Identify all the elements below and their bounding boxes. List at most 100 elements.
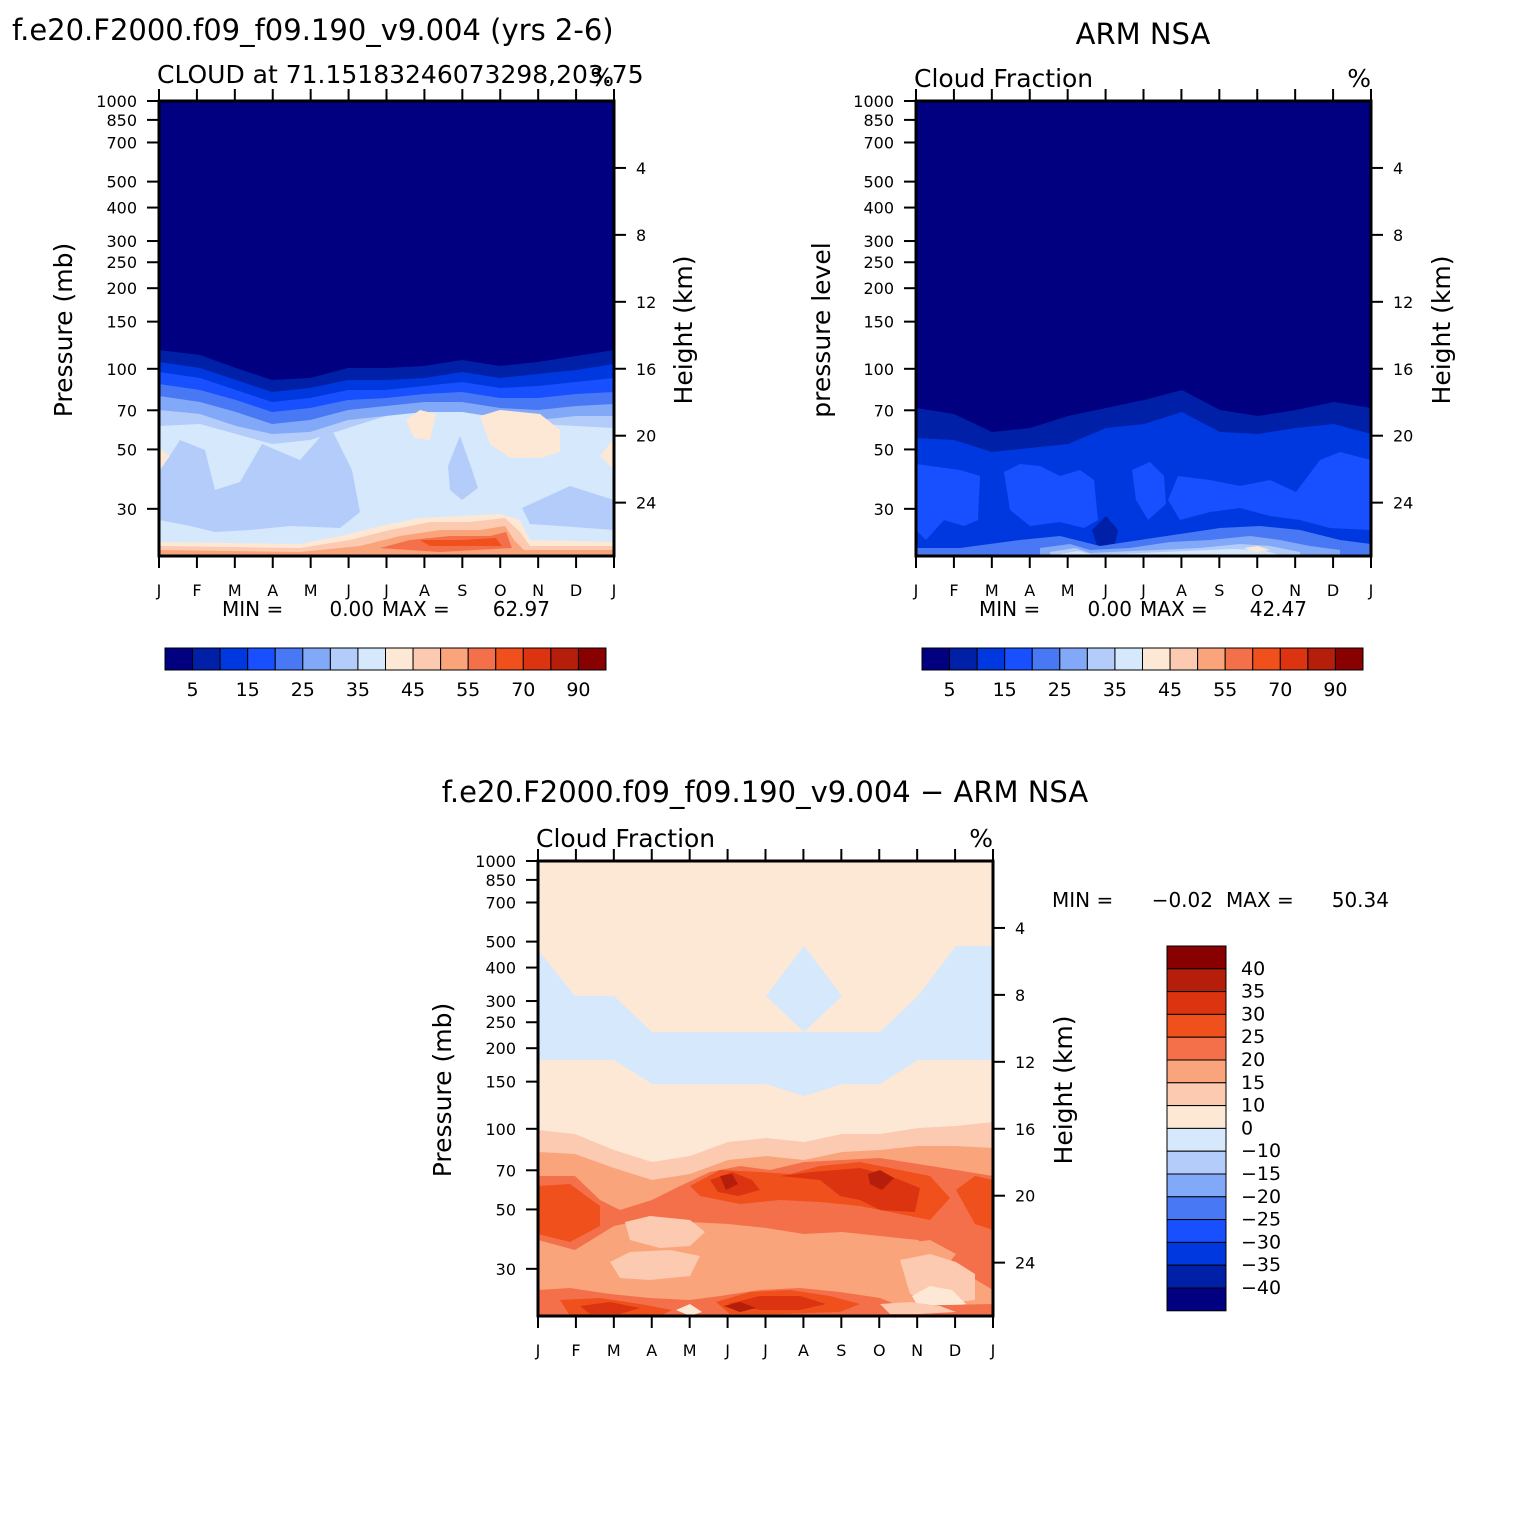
obs-pressure-tick-label: 50 <box>874 440 894 459</box>
obs-month-label: M <box>985 581 999 600</box>
model-pressure-tick-label: 1000 <box>96 92 137 111</box>
obs-units: % <box>1347 64 1371 93</box>
obs-y2-axis-label: Height (km) <box>1427 256 1456 405</box>
diff-month-label: D <box>949 1341 961 1360</box>
model-colorbar-box <box>550 647 579 671</box>
obs-min-value: 0.00 <box>1087 597 1132 621</box>
obs-month-label: J <box>1140 581 1146 600</box>
obs-region-35-40 <box>1060 549 1280 556</box>
obs-month-label: A <box>1024 581 1035 600</box>
model-region-40-45-jul <box>406 410 436 440</box>
obs-region-15-20-c <box>1132 462 1166 520</box>
model-pressure-tick-label: 400 <box>106 199 137 218</box>
diff-height-tick-label: 8 <box>1015 986 1025 1005</box>
diff-y-axis-label: Pressure (mb) <box>428 1003 457 1177</box>
diff-region-neg10-0 <box>538 946 993 1096</box>
diff-colorbar-box <box>1166 1241 1227 1266</box>
model-colorbar-label: 45 <box>401 679 425 701</box>
obs-height-tick-label: 12 <box>1393 293 1413 312</box>
obs-pressure-tick-label: 300 <box>863 232 894 251</box>
diff-pressure-tick-label: 50 <box>496 1200 516 1219</box>
diff-max-label: MAX = <box>1226 888 1294 912</box>
obs-region-15-20-b <box>1004 464 1098 528</box>
obs-colorbar-label: 35 <box>1103 679 1127 701</box>
obs-region-10-15-pocket-jun <box>1092 516 1118 548</box>
diff-colorbar-label: −20 <box>1241 1186 1281 1208</box>
diff-month-label: A <box>798 1341 809 1360</box>
obs-month-label: J <box>913 581 919 600</box>
obs-height-tick-label: 16 <box>1393 360 1413 379</box>
model-pressure-tick-label: 700 <box>106 133 137 152</box>
diff-month-label: J <box>990 1341 996 1360</box>
diff-region-0-10-low <box>676 1304 702 1316</box>
diff-min-label: MIN = <box>1052 888 1113 912</box>
model-max-value: 62.97 <box>493 597 550 621</box>
diff-region-neg10-0-diamond <box>766 946 842 1032</box>
model-pressure-tick-label: 50 <box>117 440 137 459</box>
obs-y-axis-label: pressure level <box>807 242 836 417</box>
diff-colorbar-label: −40 <box>1241 1277 1281 1299</box>
diff-month-label: O <box>873 1341 886 1360</box>
obs-pressure-tick-label: 150 <box>863 313 894 332</box>
obs-month-label: N <box>1289 581 1301 600</box>
obs-colorbar-box <box>1334 647 1364 671</box>
diff-pressure-tick-label: 700 <box>485 893 516 912</box>
model-month-label: D <box>570 581 582 600</box>
diff-pressure-tick-label: 70 <box>496 1161 516 1180</box>
diff-region-10-15-mid-b <box>625 1216 705 1248</box>
diff-colorbar-box <box>1166 968 1227 993</box>
model-colorbar: 5 15 25 35 45 55 70 90 <box>164 647 607 701</box>
model-pressure-tick-label: 200 <box>106 279 137 298</box>
model-month-label: M <box>304 581 318 600</box>
diff-pressure-tick-label: 30 <box>496 1260 516 1279</box>
model-colorbar-label: 25 <box>291 679 315 701</box>
diff-height-tick-label: 16 <box>1015 1120 1035 1139</box>
diff-colorbar-box <box>1166 1219 1227 1243</box>
model-colorbar-box <box>412 647 442 671</box>
obs-pressure-tick-label: 1000 <box>853 92 894 111</box>
model-subtitle: CLOUD at 71.15183246073298,203.75 <box>157 60 644 89</box>
diff-colorbar-box <box>1166 1013 1227 1038</box>
diff-region-35-40 <box>868 1170 894 1190</box>
diff-month-label: M <box>683 1341 697 1360</box>
obs-pressure-tick-label: 250 <box>863 253 894 272</box>
model-colorbar-box <box>329 647 359 671</box>
model-height-tick-label: 20 <box>636 427 656 446</box>
model-contour-field <box>159 101 614 556</box>
model-colorbar-box <box>522 647 552 671</box>
model-region-30-35-midlevel <box>159 426 360 532</box>
obs-region-15-20 <box>916 464 980 540</box>
obs-min-label: MIN = <box>979 597 1040 621</box>
diff-region-0-10-nov <box>912 1286 966 1310</box>
obs-pressure-tick-label: 850 <box>863 111 894 130</box>
obs-height-tick-label: 24 <box>1393 494 1413 513</box>
diff-pressure-tick-label: 100 <box>485 1120 516 1139</box>
model-month-label: J <box>383 581 389 600</box>
obs-colorbar-box <box>1279 647 1309 671</box>
diff-month-label: F <box>571 1341 580 1360</box>
model-month-label: M <box>228 581 242 600</box>
model-month-label: J <box>345 581 351 600</box>
obs-colorbar-label: 90 <box>1323 679 1347 701</box>
model-colorbar-box <box>577 647 607 671</box>
model-height-tick-label: 12 <box>636 293 656 312</box>
obs-colorbar-box <box>1031 647 1061 671</box>
diff-month-label: J <box>762 1341 768 1360</box>
model-region-40-45-sep-oct <box>480 410 560 458</box>
model-colorbar-box <box>440 647 469 671</box>
diff-colorbar-box <box>1166 1082 1227 1107</box>
obs-subtitle: Cloud Fraction <box>914 64 1093 93</box>
model-pressure-tick-label: 850 <box>106 111 137 130</box>
model-units: % <box>590 63 614 92</box>
model-pressure-tick-label: 500 <box>106 173 137 192</box>
model-colorbar-box <box>274 647 304 671</box>
model-y2-axis-label: Height (km) <box>669 256 698 405</box>
obs-colorbar-box <box>1004 647 1033 671</box>
obs-colorbar-label: 25 <box>1048 679 1072 701</box>
model-month-label: N <box>532 581 544 600</box>
obs-month-label: F <box>949 581 958 600</box>
diff-colorbar-label: 20 <box>1241 1049 1265 1071</box>
